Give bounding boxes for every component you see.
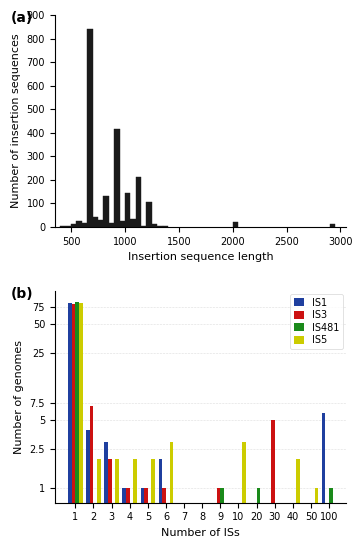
Bar <box>296 458 300 549</box>
Legend: IS1, IS3, IS481, IS5: IS1, IS3, IS481, IS5 <box>290 294 343 349</box>
Bar <box>90 406 94 549</box>
Bar <box>75 302 79 549</box>
Bar <box>141 226 146 227</box>
Bar <box>79 303 83 549</box>
Bar <box>126 488 130 549</box>
Bar <box>68 303 72 549</box>
Bar <box>330 225 335 227</box>
Bar <box>87 29 92 227</box>
Bar <box>146 202 152 227</box>
X-axis label: Insertion sequence length: Insertion sequence length <box>127 252 273 262</box>
Bar <box>98 220 103 227</box>
Y-axis label: Number of insertion sequences: Number of insertion sequences <box>11 33 21 208</box>
Bar <box>144 488 148 549</box>
Bar <box>257 488 260 549</box>
Bar <box>133 458 137 549</box>
Bar <box>271 421 275 549</box>
Bar <box>314 488 318 549</box>
Bar <box>159 458 162 549</box>
Bar <box>86 430 90 549</box>
Text: (b): (b) <box>11 287 34 301</box>
Bar <box>136 177 141 227</box>
Bar <box>130 219 136 227</box>
Bar <box>151 458 155 549</box>
Bar <box>162 488 166 549</box>
Bar <box>92 217 98 227</box>
Bar <box>233 222 238 227</box>
Bar <box>152 225 157 227</box>
Text: (a): (a) <box>11 11 33 25</box>
Bar <box>122 488 126 549</box>
Bar <box>104 442 108 549</box>
Bar <box>217 488 220 549</box>
Bar <box>109 223 114 227</box>
Bar <box>60 226 71 227</box>
X-axis label: Number of ISs: Number of ISs <box>161 528 240 538</box>
Bar <box>114 129 119 227</box>
Bar <box>119 221 125 227</box>
Y-axis label: Number of genomes: Number of genomes <box>14 340 24 454</box>
Bar <box>72 304 75 549</box>
Bar <box>76 221 82 227</box>
Bar <box>115 458 119 549</box>
Bar <box>108 458 112 549</box>
Bar <box>220 488 224 549</box>
Bar <box>163 226 168 227</box>
Bar <box>170 442 173 549</box>
Bar <box>103 196 109 227</box>
Bar <box>322 413 325 549</box>
Bar <box>125 193 130 227</box>
Bar <box>71 225 76 227</box>
Bar <box>157 226 163 227</box>
Bar <box>329 488 333 549</box>
Bar <box>97 458 101 549</box>
Bar <box>242 442 246 549</box>
Bar <box>82 223 87 227</box>
Bar <box>141 488 144 549</box>
